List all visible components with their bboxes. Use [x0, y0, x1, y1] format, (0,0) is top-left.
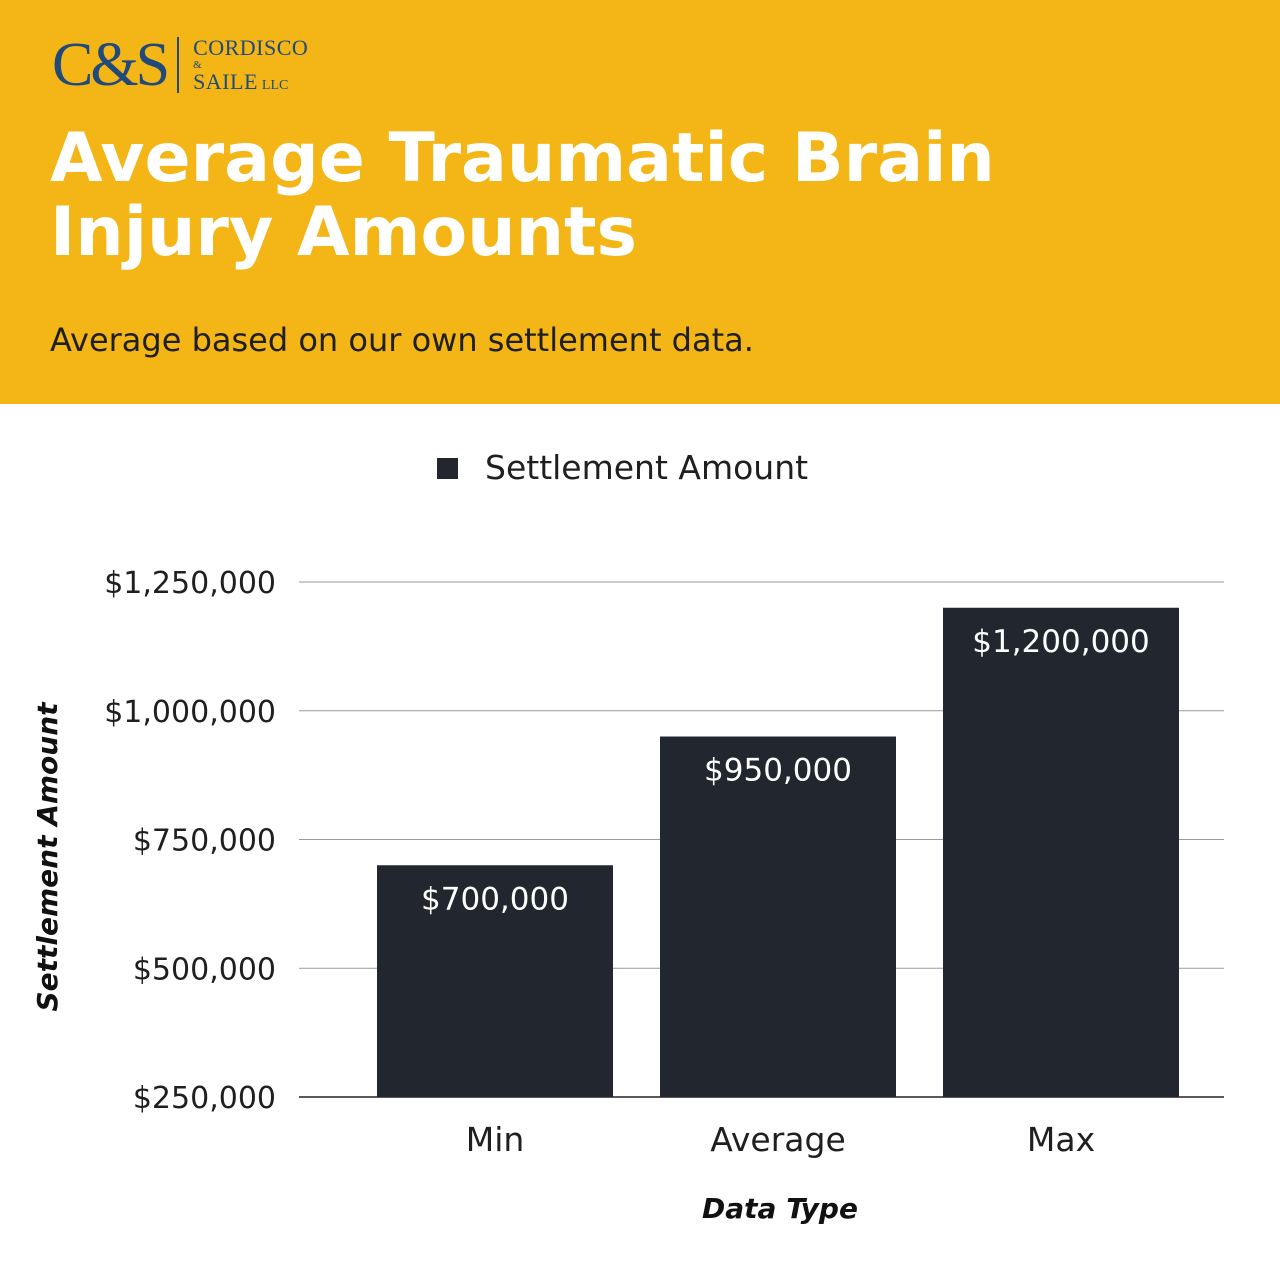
y-tick-label: $1,250,000: [104, 566, 276, 601]
x-tick-label: Max: [1027, 1120, 1095, 1159]
axis-titles: Data Type Settlement Amount: [31, 701, 858, 1225]
y-axis-ticks: $250,000 $500,000 $750,000 $1,000,000 $1,250…: [104, 566, 276, 1116]
logo-ampersand: &: [193, 59, 202, 71]
page-title: Average Traumatic Brain Injury Amounts: [50, 119, 995, 272]
y-tick-label: $250,000: [133, 1081, 276, 1116]
bar-min: [377, 865, 613, 1097]
bar-average: [660, 736, 896, 1097]
y-tick-label: $500,000: [133, 952, 276, 987]
header-banner: C&S CORDISCO & SAILE LLC Average Traumati…: [0, 0, 1280, 404]
bar-data-label: $1,200,000: [972, 624, 1150, 660]
chart-area: Settlement Amount $250,000 $500,000 $750,0…: [0, 404, 1280, 1265]
legend-label: Settlement Amount: [485, 448, 808, 487]
logo-name-line2: SAILE: [193, 69, 258, 94]
bar-chart: Settlement Amount $250,000 $500,000 $750,0…: [31, 448, 1224, 1225]
logo-monogram: C&S: [52, 31, 170, 99]
company-logo[interactable]: C&S CORDISCO & SAILE LLC: [52, 32, 308, 98]
logo-wordmark: CORDISCO & SAILE LLC: [193, 37, 308, 93]
bar-data-label: $950,000: [704, 753, 852, 789]
logo-name-line1: CORDISCO: [193, 35, 309, 60]
x-axis-ticks: Min Average Max: [466, 1120, 1095, 1159]
bar-data-label: $700,000: [421, 881, 569, 917]
bar-max: [943, 607, 1179, 1097]
x-tick-label: Average: [710, 1120, 846, 1159]
chart-bars: $700,000 $950,000 $1,200,000: [377, 607, 1179, 1097]
logo-divider: [177, 37, 180, 93]
page-subtitle: Average based on our own settlement data…: [50, 321, 754, 359]
y-axis-title: Settlement Amount: [31, 701, 64, 1012]
x-tick-label: Min: [466, 1120, 525, 1159]
y-tick-label: $750,000: [133, 824, 276, 859]
legend-swatch: [437, 458, 458, 479]
y-tick-label: $1,000,000: [104, 695, 276, 730]
chart-legend: Settlement Amount: [437, 448, 808, 487]
logo-suffix: LLC: [261, 78, 289, 93]
x-axis-title: Data Type: [702, 1192, 858, 1225]
